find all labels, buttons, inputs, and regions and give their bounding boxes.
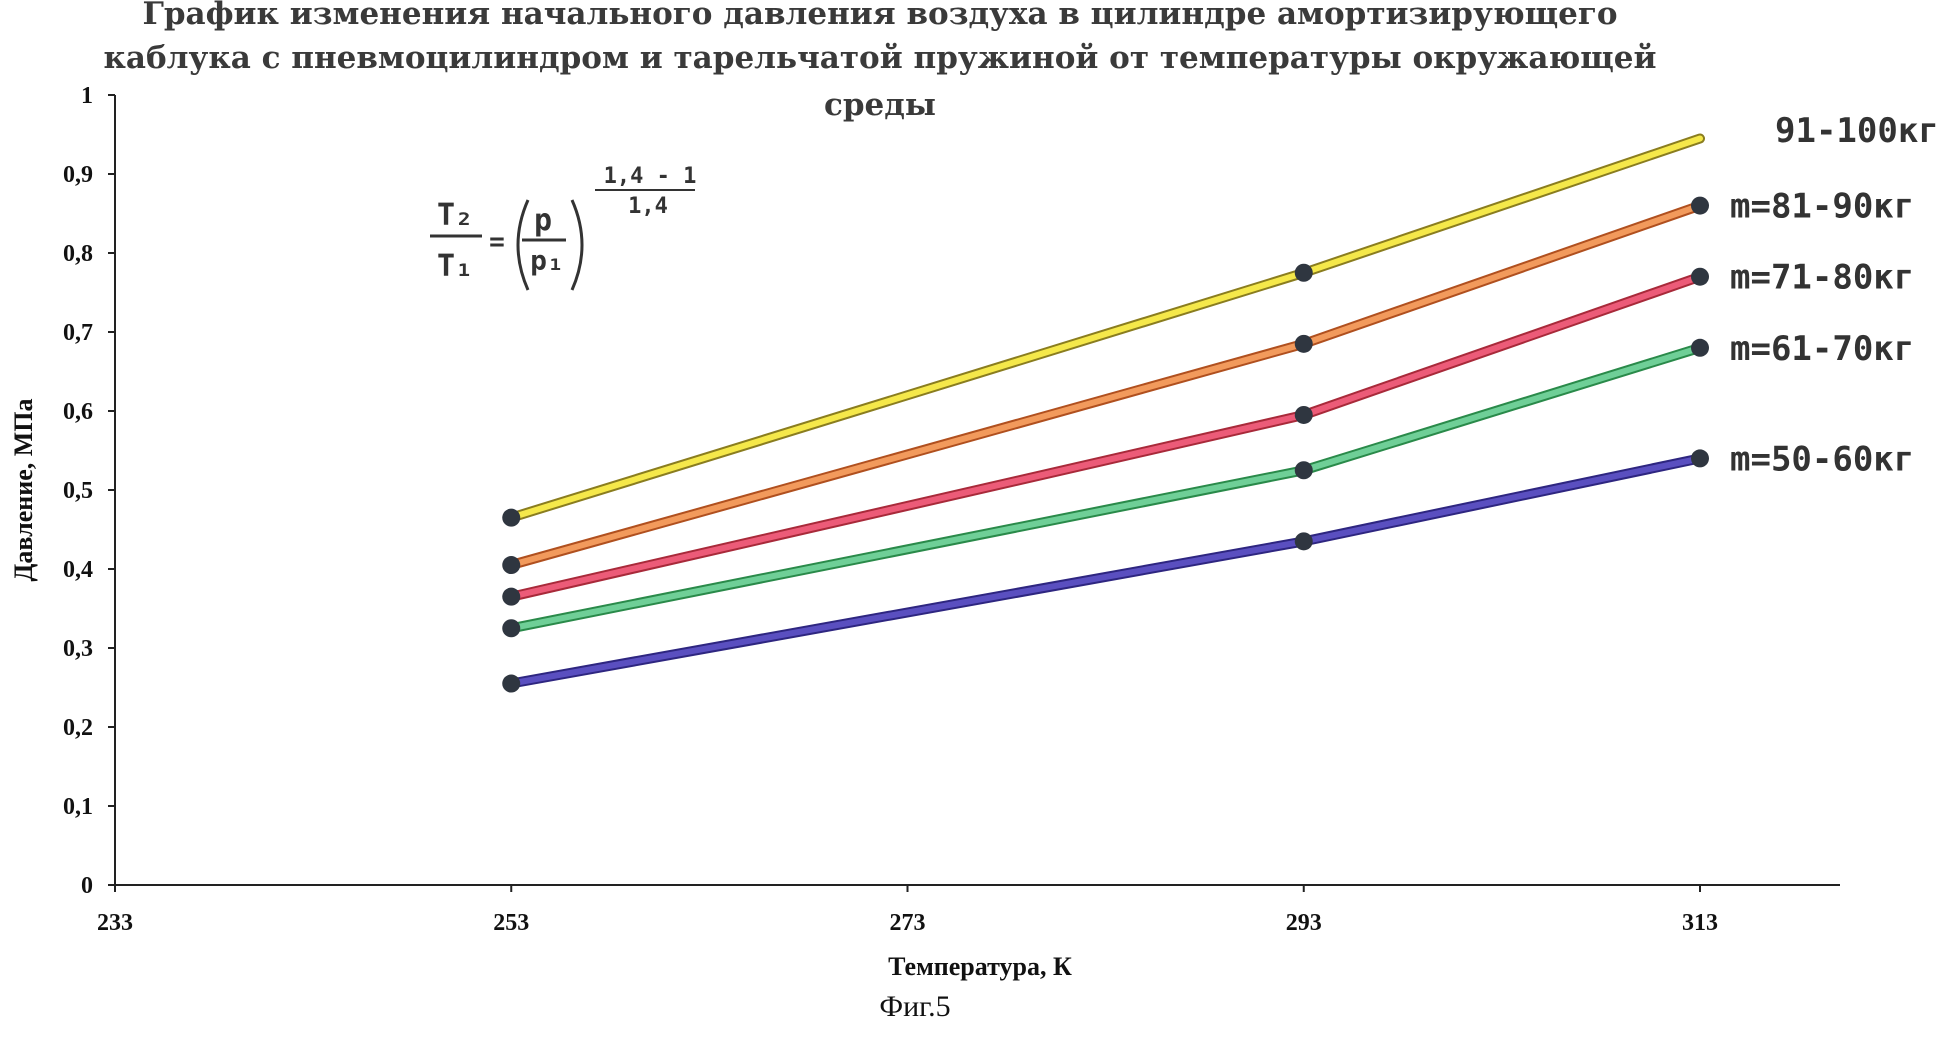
data-point — [502, 509, 520, 527]
data-point — [502, 675, 520, 693]
series-label: m=61-70кг — [1730, 329, 1914, 369]
y-tick-label: 0,2 — [63, 715, 93, 741]
x-tick-label: 233 — [97, 910, 133, 936]
x-tick-label: 273 — [890, 910, 926, 936]
y-tick-label: 0,3 — [63, 636, 93, 662]
axes: 0 0,1 0,2 0,3 0,4 0,5 0,6 0,7 0,8 0,9 1 233 253 273 29… — [63, 83, 1840, 936]
formula-exp-bottom: 1,4 — [628, 194, 668, 219]
series-line-edge — [511, 277, 1700, 597]
data-point — [1691, 268, 1709, 286]
chart-title: График изменения начального давления воз… — [103, 0, 1656, 123]
series-line — [511, 277, 1700, 597]
data-point — [502, 556, 520, 574]
series-line — [511, 348, 1700, 629]
formula: T₂ T₁ = p p₁ 1,4 - 1 1,4 — [430, 164, 696, 290]
y-tick-label: 0,7 — [63, 320, 93, 346]
y-tick-label: 0,8 — [63, 241, 93, 267]
formula-frac-top: p — [534, 203, 552, 238]
legend: 91-100кг m=81-90кг m=71-80кг m=61-70кг m=50-… — [1730, 111, 1939, 479]
formula-frac-bottom: p₁ — [530, 244, 564, 277]
series-label: m=81-90кг — [1730, 187, 1914, 227]
formula-equals: = — [489, 227, 505, 257]
data-point — [502, 619, 520, 637]
data-point — [1295, 406, 1313, 424]
formula-lhs-top: T₂ — [437, 198, 473, 233]
x-axis-label: Температура, К — [888, 952, 1072, 981]
y-tick-label: 0,5 — [63, 478, 93, 504]
formula-right-paren — [572, 200, 582, 290]
title-line-2: каблука с пневмоцилиндром и тарельчатой … — [103, 40, 1656, 76]
y-tick-label: 0,1 — [63, 794, 93, 820]
y-tick-label: 0,4 — [63, 557, 93, 583]
formula-left-paren — [518, 200, 528, 290]
y-tick-label: 0,6 — [63, 399, 93, 425]
y-axis-label: Давление, МПа — [9, 399, 38, 582]
data-point — [1295, 461, 1313, 479]
data-point — [1691, 339, 1709, 357]
series-label: 91-100кг — [1775, 111, 1939, 151]
data-point — [1691, 449, 1709, 467]
data-point — [1295, 335, 1313, 353]
series-line-edge — [511, 348, 1700, 629]
x-tick-label: 253 — [493, 910, 529, 936]
figure-caption: Фиг.5 — [879, 990, 950, 1023]
formula-lhs-bottom: T₁ — [437, 249, 473, 284]
data-point — [1691, 197, 1709, 215]
y-tick-label: 0,9 — [63, 162, 93, 188]
title-line-3: среды — [824, 87, 936, 123]
y-tick-label: 1 — [81, 83, 93, 109]
series-layer — [502, 139, 1709, 693]
data-point — [502, 588, 520, 606]
series-label: m=50-60кг — [1730, 439, 1914, 479]
title-line-1: График изменения начального давления воз… — [142, 0, 1617, 32]
x-tick-label: 293 — [1286, 910, 1322, 936]
y-tick-label: 0 — [81, 873, 93, 899]
x-tick-label: 313 — [1682, 910, 1718, 936]
data-point — [1295, 532, 1313, 550]
series-label: m=71-80кг — [1730, 258, 1914, 298]
formula-exp-top: 1,4 - 1 — [604, 164, 697, 189]
data-point — [1295, 264, 1313, 282]
